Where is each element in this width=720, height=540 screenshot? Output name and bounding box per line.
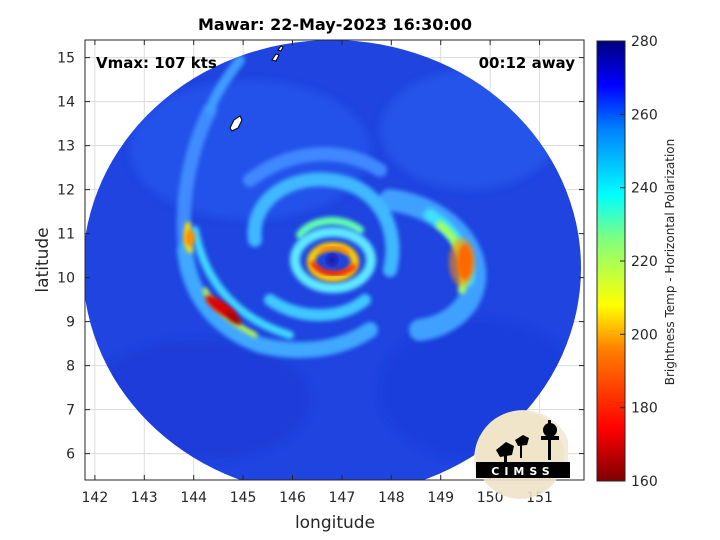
- x-tick-label: 144: [180, 490, 207, 506]
- colorbar-tick-label: 160: [631, 474, 658, 490]
- colorbar-tick-label: 240: [631, 181, 658, 197]
- vmax-label: Vmax: 107 kts: [96, 54, 217, 72]
- y-axis-ticks: 6 7 8 9 10 11 12 13 14 15: [57, 51, 584, 463]
- x-tick-label: 148: [378, 490, 405, 506]
- y-tick-label: 12: [57, 183, 75, 199]
- colorbar-tick-label: 200: [631, 327, 658, 343]
- colorbar-tick-label: 180: [631, 401, 658, 417]
- time-offset-label: 00:12 away: [479, 54, 576, 72]
- chart-title: Mawar: 22-May-2023 16:30:00: [198, 15, 472, 34]
- storm-eye: [325, 253, 340, 267]
- x-tick-label: 145: [230, 490, 257, 506]
- island-outlines: [229, 45, 284, 132]
- colorbar-tick-label: 280: [631, 34, 658, 50]
- colorbar-tick-label: 220: [631, 254, 658, 270]
- eyewall: [290, 227, 376, 293]
- x-tick-label: 149: [427, 490, 454, 506]
- y-tick-label: 6: [66, 447, 75, 463]
- y-tick-label: 9: [66, 315, 75, 331]
- y-tick-label: 8: [66, 359, 75, 375]
- y-tick-label: 13: [57, 139, 75, 155]
- colorbar-tick-label: 260: [631, 107, 658, 123]
- y-tick-label: 14: [57, 95, 75, 111]
- cimss-logo: CIMSS: [474, 410, 570, 499]
- plot-border: [84, 39, 585, 481]
- y-axis-label: latitude: [33, 227, 53, 292]
- x-tick-label: 142: [82, 490, 109, 506]
- y-tick-label: 11: [57, 227, 75, 243]
- y-tick-label: 15: [57, 51, 75, 67]
- x-tick-label: 143: [131, 490, 158, 506]
- y-tick-label: 7: [66, 403, 75, 419]
- x-tick-label: 146: [279, 490, 306, 506]
- x-tick-label: 150: [477, 490, 504, 506]
- colorbar-label: Brightness Temp - Horizontal Polarizatio…: [663, 139, 677, 386]
- x-tick-label: 147: [329, 490, 356, 506]
- cimss-logo-text: CIMSS: [491, 465, 554, 478]
- colorbar-ticks: 160 180 200 220 240 260 280: [620, 34, 658, 490]
- x-axis-label: longitude: [295, 513, 375, 533]
- y-tick-label: 10: [57, 271, 75, 287]
